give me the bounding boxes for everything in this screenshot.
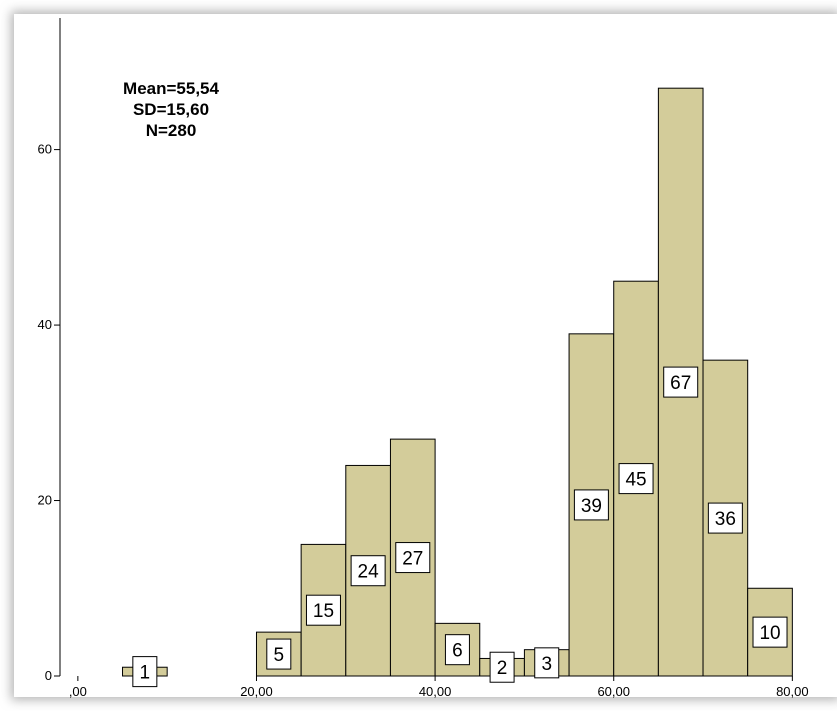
data-label: 5 — [274, 645, 285, 666]
data-label: 2 — [497, 658, 508, 679]
data-label-box — [752, 616, 788, 648]
data-label-box — [350, 555, 386, 587]
data-label-box — [663, 366, 699, 398]
y-tick-label: 0 — [45, 668, 52, 683]
x-tick-label: 40,00 — [419, 684, 452, 699]
data-label-box — [305, 594, 341, 626]
data-label: 24 — [358, 562, 380, 583]
data-label-box — [489, 651, 515, 683]
stats-sd: SD=15,60 — [133, 100, 209, 119]
x-tick-label: 20,00 — [240, 684, 273, 699]
x-tick-label: 60,00 — [597, 684, 630, 699]
stats-mean: Mean=55,54 — [123, 79, 219, 98]
stats-n: N=280 — [146, 121, 197, 140]
x-ticks-layer: ,00 20,00 40,00 60,00 80,00 — [69, 676, 809, 699]
data-label-box — [707, 502, 743, 534]
x-tick-label: ,00 — [69, 684, 87, 699]
stats-box: Mean=55,54 SD=15,60 N=280 — [123, 79, 219, 140]
data-label: 1 — [140, 663, 151, 684]
x-tick-label: 80,00 — [776, 684, 809, 699]
data-label: 36 — [715, 509, 736, 530]
data-label-box — [444, 634, 470, 666]
data-label-box — [395, 542, 431, 574]
y-tick-label: 60 — [38, 142, 52, 157]
data-label: 27 — [402, 549, 423, 570]
data-label: 39 — [581, 496, 602, 517]
data-label: 67 — [670, 373, 691, 394]
data-label: 45 — [625, 470, 646, 491]
data-label-box — [266, 638, 292, 670]
y-tick-label: 20 — [38, 493, 52, 508]
data-label: 6 — [452, 641, 463, 662]
data-label-box — [573, 489, 609, 521]
data-label: 3 — [541, 654, 552, 675]
data-label: 15 — [313, 601, 334, 622]
data-label-box — [132, 656, 158, 688]
y-ticks-layer: 0 20 40 60 — [38, 142, 60, 683]
data-label-box — [618, 463, 654, 495]
data-label: 10 — [759, 623, 780, 644]
y-tick-label: 40 — [38, 317, 52, 332]
data-label-box — [534, 647, 560, 679]
